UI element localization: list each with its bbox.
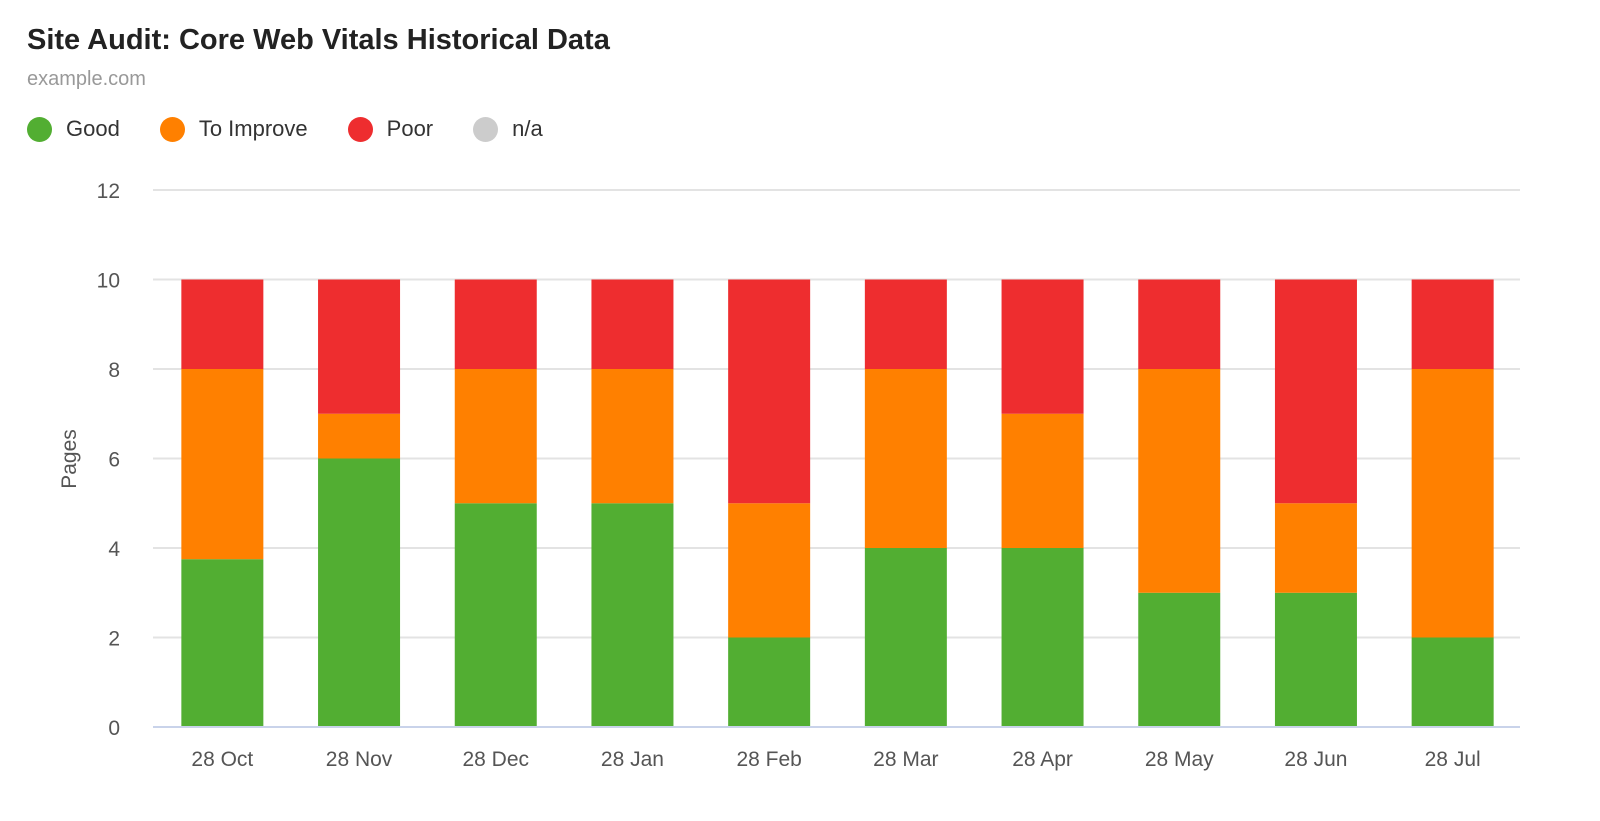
bar-segment-good: [1411, 637, 1494, 727]
bar-segment-poor: [1001, 279, 1084, 414]
legend-dot-icon: [347, 116, 373, 142]
bar-segment-to-improve: [318, 413, 401, 459]
x-tick-label: 28 Dec: [462, 748, 529, 771]
bar-segment-good: [1138, 592, 1221, 727]
x-tick-label: 28 Jun: [1284, 748, 1347, 771]
bar-segment-poor: [728, 279, 811, 504]
bar-segment-good: [318, 458, 401, 727]
bar-segment-good: [1274, 592, 1357, 727]
x-tick-label: 28 May: [1145, 748, 1214, 771]
y-tick-label: 2: [108, 628, 120, 651]
legend-dot-icon: [27, 116, 52, 142]
legend-item[interactable]: Poor: [347, 116, 434, 142]
bar-segment-to-improve: [728, 503, 811, 638]
bar-segment-poor: [1138, 279, 1221, 369]
x-tick-label: 28 Nov: [326, 748, 393, 771]
bar-segment-good: [181, 559, 264, 727]
legend-item[interactable]: To Improve: [159, 116, 308, 142]
y-tick-label: 12: [97, 180, 120, 203]
legend-label: Poor: [386, 116, 434, 141]
bar-segment-poor: [454, 279, 537, 369]
bar-segment-good: [591, 503, 674, 727]
y-tick-label: 6: [108, 449, 120, 472]
x-tick-label: 28 Jul: [1425, 748, 1481, 771]
chart-subtitle: example.com: [27, 68, 146, 90]
bar-segment-to-improve: [1411, 369, 1494, 638]
chart-title: Site Audit: Core Web Vitals Historical D…: [27, 24, 610, 56]
x-tick-label: 28 Oct: [191, 748, 253, 771]
y-axis-label: Pages: [58, 429, 81, 489]
legend-dot-icon: [473, 116, 499, 142]
bar-segment-good: [864, 548, 947, 727]
bar-segment-poor: [318, 279, 401, 414]
legend-dot-icon: [159, 116, 185, 142]
bar-segment-to-improve: [1001, 413, 1084, 548]
bar-segment-to-improve: [864, 369, 947, 548]
bar-segment-to-improve: [454, 369, 537, 504]
legend-item[interactable]: Good: [27, 116, 120, 142]
y-tick-label: 10: [97, 270, 120, 293]
legend: Good To Improve Poor n/a: [27, 116, 543, 142]
bar-segment-poor: [591, 279, 674, 369]
bar-segment-poor: [181, 279, 264, 369]
bar-segment-poor: [1274, 279, 1357, 504]
x-tick-label: 28 Feb: [736, 748, 801, 771]
bar-segment-poor: [864, 279, 947, 369]
x-tick-label: 28 Jan: [601, 748, 664, 771]
bar-segment-good: [1001, 548, 1084, 727]
legend-item[interactable]: n/a: [473, 116, 543, 142]
x-tick-label: 28 Apr: [1012, 748, 1073, 771]
bar-segment-poor: [1411, 279, 1494, 369]
bar-segment-to-improve: [181, 369, 264, 560]
y-tick-label: 0: [108, 717, 120, 740]
legend-label: Good: [66, 116, 120, 141]
bar-segment-good: [728, 637, 811, 727]
y-tick-label: 8: [108, 359, 120, 382]
bar-segment-to-improve: [591, 369, 674, 504]
legend-label: To Improve: [198, 116, 308, 141]
x-tick-label: 28 Mar: [873, 748, 938, 771]
legend-label: n/a: [512, 116, 543, 141]
bar-segment-good: [454, 503, 537, 727]
bar-segment-to-improve: [1274, 503, 1357, 593]
y-tick-label: 4: [108, 538, 120, 561]
bar-segment-to-improve: [1138, 369, 1221, 593]
